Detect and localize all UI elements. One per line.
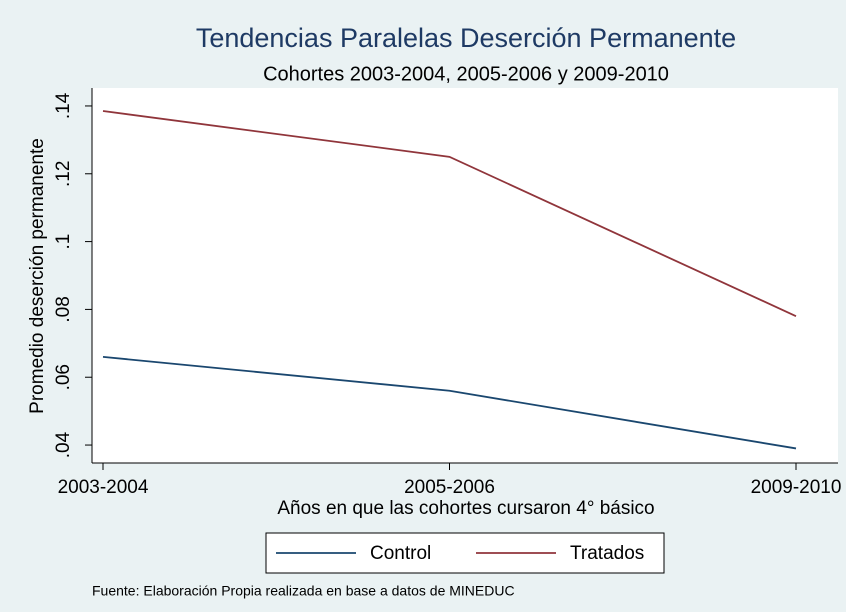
series-line bbox=[102, 110, 797, 318]
legend-label: Control bbox=[370, 543, 431, 564]
y-tick-label: .14 bbox=[53, 92, 74, 119]
x-tick-label: 2003-2004 bbox=[58, 477, 149, 498]
plot-area bbox=[92, 88, 838, 463]
x-tick-label: 2009-2010 bbox=[751, 477, 842, 498]
legend-label: Tratados bbox=[570, 543, 644, 564]
y-axis-label: Promedio deserción permanente bbox=[27, 138, 48, 414]
chart-subtitle: Cohortes 2003-2004, 2005-2006 y 2009-201… bbox=[263, 63, 669, 85]
series-line bbox=[102, 355, 797, 450]
x-tick-label: 2005-2006 bbox=[404, 477, 495, 498]
y-tick-label: .08 bbox=[53, 296, 74, 322]
chart-title: Tendencias Paralelas Deserción Permanent… bbox=[196, 23, 736, 53]
footnote: Fuente: Elaboración Propia realizada en … bbox=[92, 583, 515, 599]
y-tick-label: .1 bbox=[53, 234, 74, 250]
y-tick-label: .06 bbox=[53, 364, 74, 390]
x-axis-label: Años en que las cohortes cursaron 4° bás… bbox=[277, 498, 654, 519]
y-tick-label: .04 bbox=[53, 431, 74, 458]
y-tick-label: .12 bbox=[53, 161, 74, 187]
